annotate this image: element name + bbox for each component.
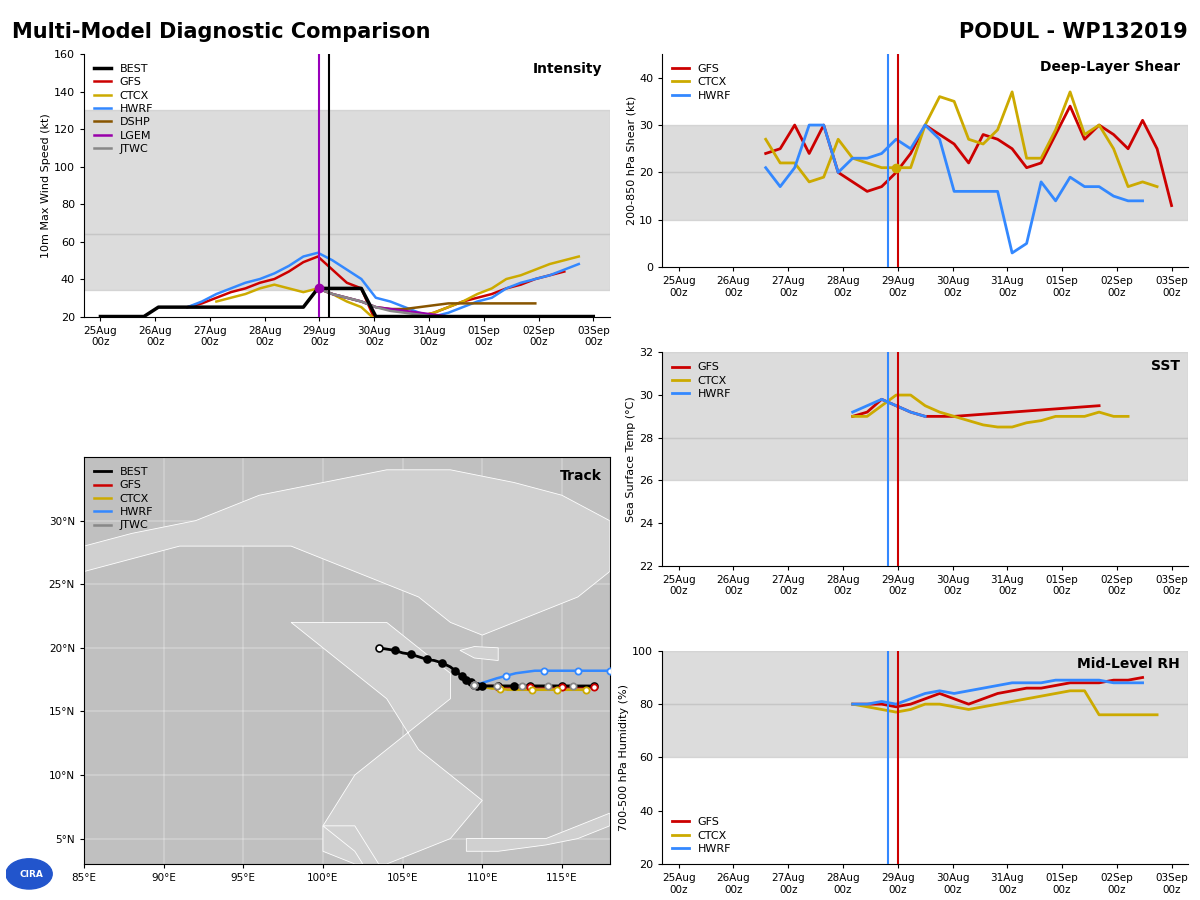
Bar	[662, 125, 1188, 173]
Bar	[662, 651, 1188, 704]
Text: Intensity: Intensity	[533, 62, 602, 76]
Text: Mid-Level RH: Mid-Level RH	[1078, 657, 1180, 671]
Text: SST: SST	[1151, 359, 1180, 373]
Polygon shape	[323, 826, 386, 883]
Bar	[662, 437, 1188, 481]
Legend: GFS, CTCX, HWRF: GFS, CTCX, HWRF	[668, 813, 736, 859]
Polygon shape	[634, 584, 666, 623]
Y-axis label: 200-850 hPa Shear (kt): 200-850 hPa Shear (kt)	[626, 96, 636, 225]
Polygon shape	[800, 482, 833, 495]
Polygon shape	[460, 646, 498, 661]
Legend: BEST, GFS, CTCX, HWRF, DSHP, LGEM, JTWC: BEST, GFS, CTCX, HWRF, DSHP, LGEM, JTWC	[90, 59, 157, 158]
Polygon shape	[84, 470, 610, 635]
Y-axis label: Sea Surface Temp (°C): Sea Surface Temp (°C)	[626, 396, 636, 522]
Legend: GFS, CTCX, HWRF: GFS, CTCX, HWRF	[668, 59, 736, 105]
Legend: BEST, GFS, CTCX, HWRF, JTWC: BEST, GFS, CTCX, HWRF, JTWC	[90, 463, 157, 535]
Text: Deep-Layer Shear: Deep-Layer Shear	[1040, 60, 1180, 75]
Text: PODUL - WP132019: PODUL - WP132019	[959, 22, 1188, 42]
Y-axis label: 10m Max Wind Speed (kt): 10m Max Wind Speed (kt)	[41, 112, 52, 257]
Bar	[662, 173, 1188, 220]
Text: Multi-Model Diagnostic Comparison: Multi-Model Diagnostic Comparison	[12, 22, 431, 42]
Legend: GFS, CTCX, HWRF: GFS, CTCX, HWRF	[668, 358, 736, 403]
Bar	[84, 111, 610, 234]
Bar	[662, 704, 1188, 758]
Polygon shape	[467, 813, 610, 851]
Y-axis label: 700-500 hPa Humidity (%): 700-500 hPa Humidity (%)	[619, 684, 630, 831]
Bar	[662, 353, 1188, 437]
Text: Track: Track	[560, 469, 602, 483]
Text: CIRA: CIRA	[19, 870, 43, 879]
Polygon shape	[625, 673, 673, 737]
Bar	[84, 234, 610, 291]
Polygon shape	[737, 457, 800, 482]
Circle shape	[6, 859, 53, 889]
Polygon shape	[292, 623, 482, 864]
